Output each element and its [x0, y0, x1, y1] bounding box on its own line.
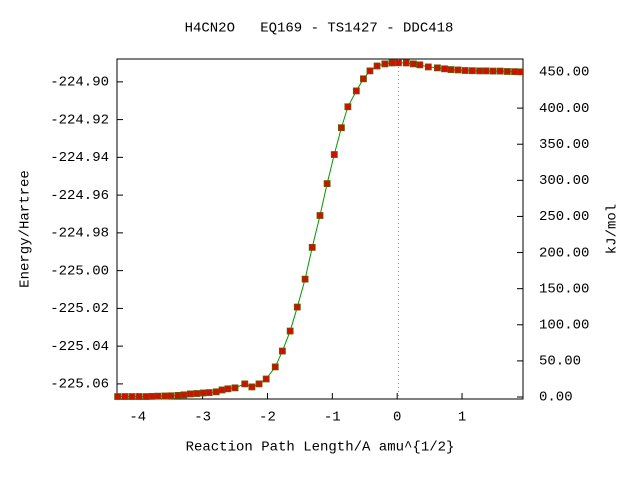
y2-tick-label: 400.00: [539, 101, 589, 117]
y-tick-label: -225.06: [50, 377, 109, 393]
data-point: [142, 393, 150, 400]
data-point: [373, 62, 381, 70]
data-point: [174, 392, 182, 399]
data-point: [388, 59, 396, 67]
y2-tick-label: 50.00: [539, 354, 581, 370]
data-point: [199, 389, 207, 397]
data-point: [231, 384, 239, 392]
data-point: [402, 59, 410, 67]
y-tick-label: -224.90: [50, 75, 109, 91]
data-point: [241, 380, 249, 388]
data-point: [323, 180, 331, 187]
data-point: [271, 363, 279, 371]
x-tick-label: 0: [393, 410, 401, 426]
data-point: [454, 66, 462, 74]
data-point: [308, 244, 316, 251]
data-point: [482, 67, 490, 75]
y-tick-label: -225.00: [50, 263, 109, 279]
y-tick-label: -224.94: [50, 150, 109, 166]
data-point: [186, 390, 194, 398]
data-point: [360, 75, 367, 83]
y-tick-label: -224.96: [50, 188, 109, 204]
chart-title: H4CN2O EQ169 - TS1427 - DDC418: [185, 21, 454, 37]
data-point: [224, 385, 232, 393]
data-point: [218, 386, 226, 394]
x-tick-label: -2: [259, 410, 276, 426]
data-point: [301, 275, 309, 283]
x-tick-label: -3: [194, 410, 211, 426]
data-point: [409, 60, 417, 68]
data-point: [447, 66, 455, 73]
y2-tick-label: 200.00: [539, 245, 589, 261]
data-point: [517, 68, 524, 76]
y2-tick-label: 350.00: [539, 137, 589, 153]
y-tick-label: -224.92: [50, 112, 109, 128]
y2-tick-label: 300.00: [539, 173, 589, 189]
data-point: [248, 383, 256, 391]
y-tick-label: -225.04: [50, 339, 109, 355]
data-point: [504, 68, 511, 75]
data-point: [135, 393, 143, 400]
data-point: [395, 59, 402, 67]
data-point: [293, 303, 301, 311]
x-tick-label: -1: [324, 410, 341, 426]
y2-axis-label: kJ/mol: [605, 204, 621, 254]
x-tick-label: 1: [458, 410, 466, 426]
data-point: [154, 392, 162, 400]
data-point: [338, 124, 345, 132]
x-axis-label: Reaction Path Length/A amu^{1/2}: [186, 440, 455, 456]
data-point: [381, 60, 389, 68]
data-point: [262, 375, 270, 383]
data-point: [114, 393, 122, 400]
data-point: [433, 64, 441, 72]
data-point: [161, 392, 169, 400]
data-point: [441, 65, 448, 73]
data-point: [511, 68, 518, 76]
data-point: [469, 67, 476, 75]
x-tick-label: -4: [129, 410, 146, 426]
data-point: [330, 151, 338, 158]
data-point: [344, 103, 352, 111]
y2-tick-label: 100.00: [539, 317, 589, 333]
data-point: [286, 327, 294, 335]
data-point: [424, 63, 432, 71]
data-point: [148, 392, 156, 400]
data-point: [193, 390, 201, 397]
data-point: [489, 67, 497, 75]
data-point: [476, 67, 483, 75]
data-point: [205, 389, 213, 396]
y-tick-label: -225.02: [50, 301, 109, 317]
y2-tick-label: 0.00: [539, 390, 573, 406]
data-point: [352, 87, 360, 95]
data-point: [316, 212, 324, 219]
data-point: [366, 67, 374, 75]
y-axis-label: Energy/Hartree: [18, 170, 34, 288]
data-point: [461, 67, 469, 74]
data-point: [278, 347, 286, 355]
data-point: [121, 393, 129, 400]
data-point: [416, 61, 424, 69]
plot-frame: [116, 58, 524, 400]
y-tick-label: -224.98: [50, 226, 109, 242]
data-point: [255, 380, 263, 388]
data-point: [180, 391, 188, 399]
data-point: [167, 392, 175, 400]
y2-tick-label: 450.00: [539, 65, 589, 81]
data-point: [212, 388, 220, 396]
y2-tick-label: 250.00: [539, 209, 589, 225]
data-point: [128, 393, 136, 400]
y2-tick-label: 150.00: [539, 281, 589, 297]
data-point: [496, 67, 504, 75]
